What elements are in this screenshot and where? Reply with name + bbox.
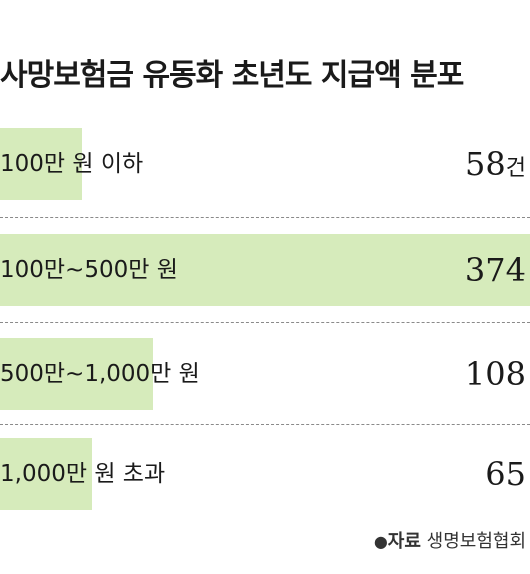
bar-row: 1,000만 원 초과 65 (0, 438, 530, 510)
source-note: ●자료 생명보험협회 (374, 527, 526, 553)
bar (0, 438, 93, 510)
category-label: 100만 원 이하 (0, 151, 144, 177)
row-divider (0, 322, 530, 323)
bar (0, 234, 530, 306)
category-label: 1,000만 원 초과 (0, 461, 166, 487)
bullet-icon: ● (373, 532, 388, 551)
value-number: 65 (485, 455, 526, 493)
category-label: 100만~500만 원 (0, 257, 178, 283)
value-number: 374 (464, 251, 526, 289)
value-label: 108 (465, 338, 526, 410)
bar (0, 338, 154, 410)
value-label: 58건 (465, 128, 526, 205)
value-label: 65 (485, 438, 526, 510)
row-divider (0, 424, 530, 425)
bar-row: 100만~500만 원 374 (0, 234, 530, 306)
value-number: 58 (465, 145, 506, 183)
category-label: 500만~1,000만 원 (0, 361, 200, 387)
value-unit: 건 (505, 156, 526, 181)
chart-title: 사망보험금 유동화 초년도 지급액 분포 (0, 58, 464, 93)
source-label: 자료 (387, 531, 421, 552)
row-divider (0, 217, 530, 218)
value-label: 374 (465, 234, 526, 306)
bar-row: 500만~1,000만 원 108 (0, 338, 530, 410)
bar (0, 128, 83, 200)
source-text: 생명보험협회 (426, 531, 526, 552)
bar-row: 100만 원 이하 58건 (0, 128, 530, 200)
value-number: 108 (464, 355, 526, 393)
